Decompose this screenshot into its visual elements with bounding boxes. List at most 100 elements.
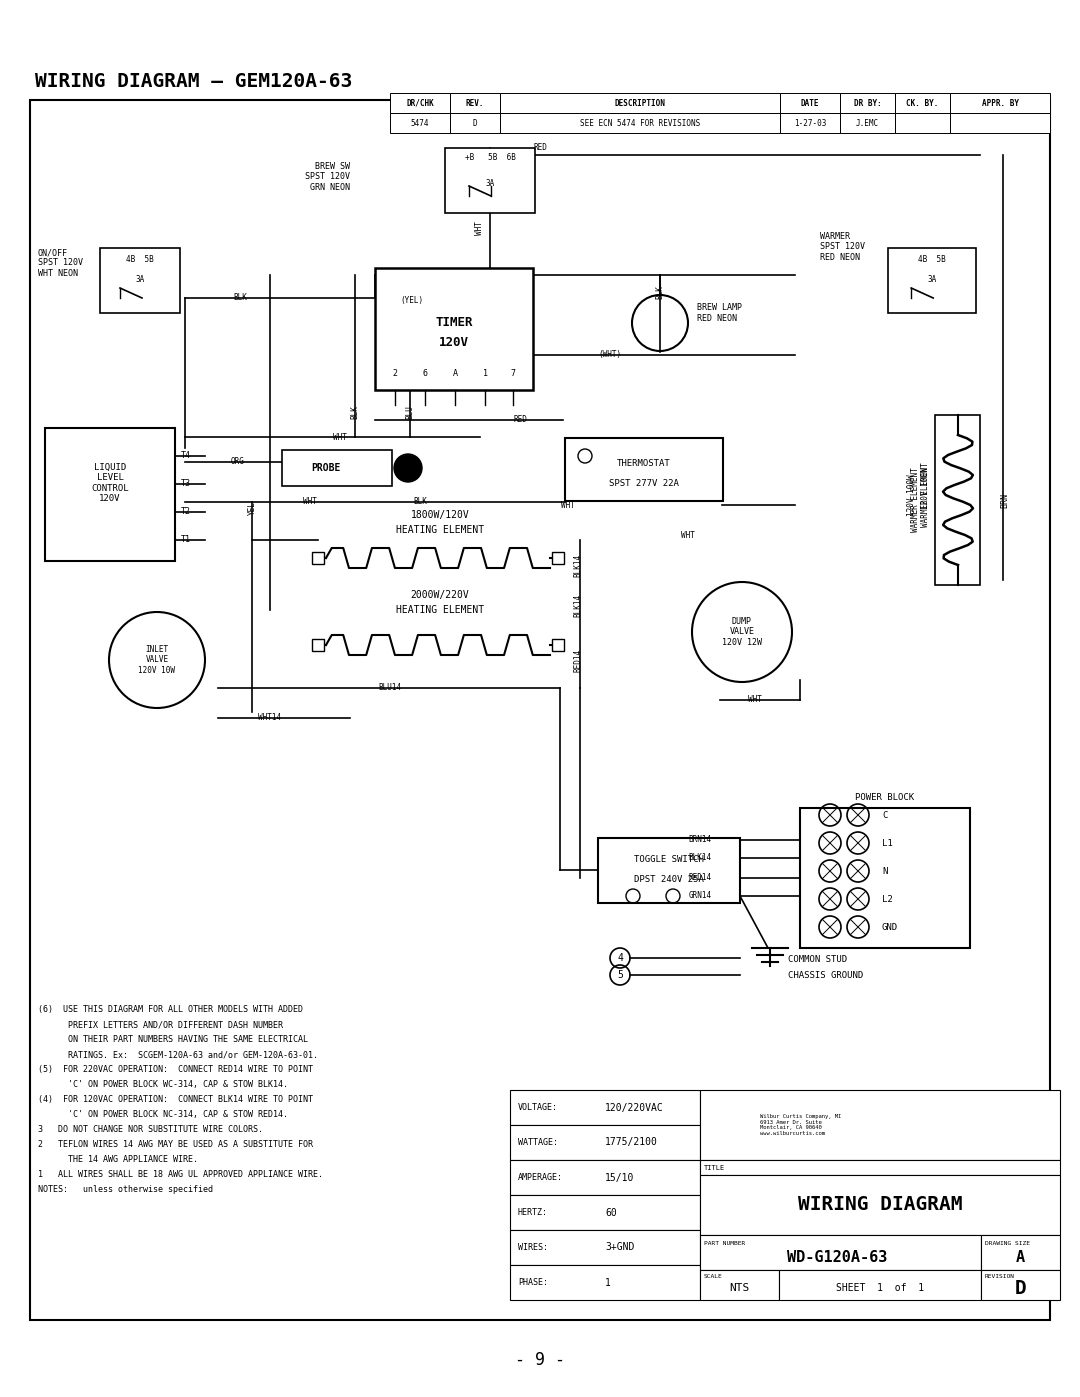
Text: RED14: RED14	[688, 873, 712, 883]
Text: BLK14: BLK14	[573, 594, 582, 616]
Text: BRN14: BRN14	[688, 835, 712, 845]
Text: DR BY:: DR BY:	[853, 99, 881, 108]
Bar	[510, 1090, 700, 1125]
Bar	[565, 439, 723, 502]
Text: RED: RED	[534, 144, 546, 152]
Text: SEE ECN 5474 FOR REVISIONS: SEE ECN 5474 FOR REVISIONS	[580, 119, 700, 127]
Text: AMPERAGE:: AMPERAGE:	[518, 1173, 563, 1182]
Bar	[500, 94, 780, 113]
Text: LIQUID
LEVEL
CONTROL
120V: LIQUID LEVEL CONTROL 120V	[91, 462, 129, 503]
Bar	[500, 113, 780, 133]
Text: TOGGLE SWITCH: TOGGLE SWITCH	[634, 855, 704, 865]
Text: HEATING ELEMENT: HEATING ELEMENT	[396, 525, 484, 535]
Bar	[700, 1175, 1059, 1235]
Text: T4: T4	[181, 451, 191, 461]
Text: HERTZ:: HERTZ:	[518, 1208, 548, 1217]
Text: BLK: BLK	[656, 285, 664, 299]
Bar	[510, 1229, 700, 1266]
Bar	[312, 552, 324, 564]
Text: ON THEIR PART NUMBERS HAVING THE SAME ELECTRICAL: ON THEIR PART NUMBERS HAVING THE SAME EL…	[38, 1035, 308, 1044]
Text: SPST 277V 22A: SPST 277V 22A	[609, 479, 679, 488]
Text: 2   TEFLON WIRES 14 AWG MAY BE USED AS A SUBSTITUTE FOR: 2 TEFLON WIRES 14 AWG MAY BE USED AS A S…	[38, 1140, 313, 1148]
Text: PHASE:: PHASE:	[518, 1278, 548, 1287]
Text: POWER BLOCK: POWER BLOCK	[855, 793, 915, 802]
Bar	[450, 94, 500, 113]
Text: THE 14 AWG APPLIANCE WIRE.: THE 14 AWG APPLIANCE WIRE.	[38, 1155, 198, 1164]
Text: BRN: BRN	[1000, 493, 1010, 507]
Text: T1: T1	[181, 535, 191, 545]
Bar	[445, 148, 535, 212]
Bar	[895, 94, 950, 113]
Bar	[510, 1194, 700, 1229]
Text: BLU14: BLU14	[378, 683, 402, 693]
Text: T3: T3	[181, 479, 191, 489]
Text: Wilbur Curtis Company, MI
6913 Amer Dr. Suite
Montclair, CA 90640
www.wilburcurt: Wilbur Curtis Company, MI 6913 Amer Dr. …	[760, 1113, 841, 1136]
Text: (5)  FOR 220VAC OPERATION:  CONNECT RED14 WIRE TO POINT: (5) FOR 220VAC OPERATION: CONNECT RED14 …	[38, 1065, 313, 1074]
Text: 1-27-03: 1-27-03	[794, 119, 826, 127]
Text: VOLTAGE:: VOLTAGE:	[518, 1104, 558, 1112]
Text: RED: RED	[513, 415, 527, 425]
Bar	[800, 807, 970, 949]
Text: 120V 100W: 120V 100W	[907, 474, 917, 515]
Text: ORG: ORG	[231, 457, 245, 467]
Text: WATTAGE:: WATTAGE:	[518, 1139, 558, 1147]
Text: REVISION: REVISION	[985, 1274, 1015, 1280]
Text: WHT: WHT	[475, 221, 485, 235]
Text: 1: 1	[605, 1277, 611, 1288]
Text: HEATING ELEMENT: HEATING ELEMENT	[396, 605, 484, 615]
Text: (4)  FOR 120VAC OPERATION:  CONNECT BLK14 WIRE TO POINT: (4) FOR 120VAC OPERATION: CONNECT BLK14 …	[38, 1095, 313, 1104]
Text: 7: 7	[511, 369, 515, 377]
Text: 1775/2100: 1775/2100	[605, 1137, 658, 1147]
Text: 60: 60	[605, 1207, 617, 1218]
Bar	[780, 94, 840, 113]
Text: (WHT): (WHT)	[598, 351, 622, 359]
Text: J.EMC: J.EMC	[856, 119, 879, 127]
Text: (YEL): (YEL)	[400, 296, 423, 305]
Text: N: N	[882, 866, 888, 876]
Text: 120/220VAC: 120/220VAC	[605, 1102, 664, 1112]
Text: GND: GND	[882, 922, 899, 932]
Text: BLK: BLK	[233, 293, 247, 303]
Bar	[950, 113, 1050, 133]
Text: D: D	[1014, 1278, 1026, 1298]
Bar	[100, 249, 180, 313]
Text: 'C' ON POWER BLOCK NC-314, CAP & STOW RED14.: 'C' ON POWER BLOCK NC-314, CAP & STOW RE…	[38, 1111, 288, 1119]
Text: BLK: BLK	[413, 497, 427, 507]
Text: DR/CHK: DR/CHK	[406, 99, 434, 108]
Text: WHT: WHT	[748, 696, 761, 704]
Bar	[510, 1160, 700, 1194]
Text: 4: 4	[617, 953, 623, 963]
Text: YEL: YEL	[247, 502, 257, 515]
Text: SHEET  1  of  1: SHEET 1 of 1	[836, 1282, 924, 1294]
Text: APPR. BY: APPR. BY	[982, 99, 1018, 108]
Text: WIRING DIAGRAM – GEM120A-63: WIRING DIAGRAM – GEM120A-63	[35, 73, 352, 91]
Bar	[598, 838, 740, 902]
Text: BREW SW
SPST 120V
GRN NEON: BREW SW SPST 120V GRN NEON	[305, 162, 350, 191]
Bar	[700, 1160, 1059, 1175]
Text: INLET
VALVE
120V 10W: INLET VALVE 120V 10W	[138, 645, 175, 675]
Bar	[935, 415, 980, 585]
Text: L1: L1	[882, 838, 893, 848]
Text: WD-G120A-63: WD-G120A-63	[786, 1250, 887, 1266]
Text: REV.: REV.	[465, 99, 484, 108]
Text: WARMER
SPST 120V
RED NEON: WARMER SPST 120V RED NEON	[820, 232, 865, 261]
Bar	[312, 638, 324, 651]
Bar	[981, 1235, 1059, 1270]
Text: RED14: RED14	[573, 648, 582, 672]
Text: C: C	[882, 810, 888, 820]
Bar	[780, 113, 840, 133]
Text: (6)  USE THIS DIAGRAM FOR ALL OTHER MODELS WITH ADDED: (6) USE THIS DIAGRAM FOR ALL OTHER MODEL…	[38, 1004, 303, 1014]
Text: RATINGS. Ex:  SCGEM-120A-63 and/or GEM-120A-63-01.: RATINGS. Ex: SCGEM-120A-63 and/or GEM-12…	[38, 1051, 318, 1059]
Text: 4B  5B: 4B 5B	[918, 256, 946, 264]
Text: 15/10: 15/10	[605, 1172, 634, 1182]
Text: DPST 240V 25A: DPST 240V 25A	[634, 876, 704, 884]
Bar	[895, 113, 950, 133]
Bar	[700, 1090, 1059, 1160]
Bar	[30, 101, 1050, 1320]
Text: T2: T2	[181, 507, 191, 517]
Bar	[981, 1270, 1059, 1301]
Text: DUMP
VALVE
120V 12W: DUMP VALVE 120V 12W	[723, 617, 762, 647]
Text: WHT: WHT	[681, 531, 694, 539]
Text: THERMOSTAT: THERMOSTAT	[617, 458, 671, 468]
Bar	[510, 1125, 700, 1160]
